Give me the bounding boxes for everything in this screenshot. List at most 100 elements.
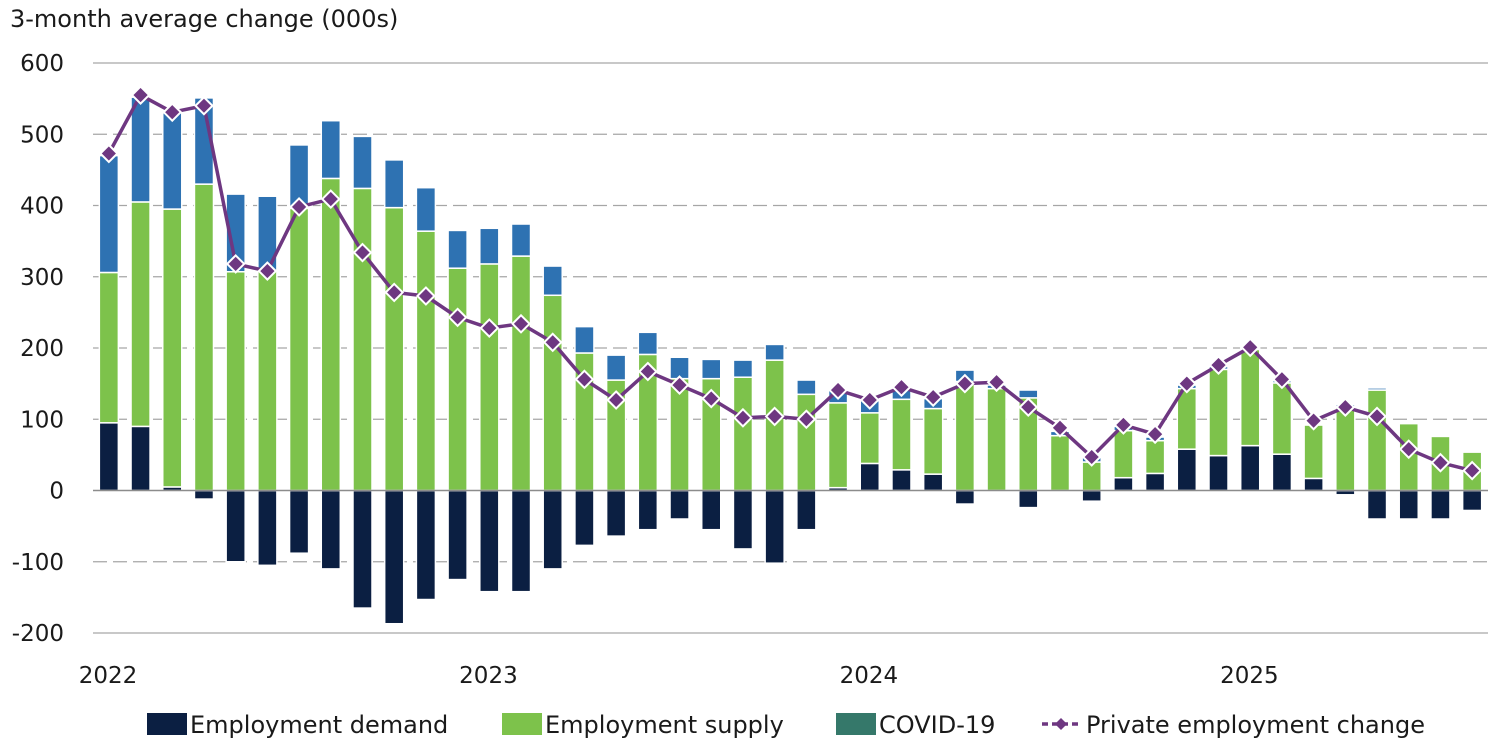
bar-employment-demand — [510, 489, 532, 593]
line-marker-diamond — [384, 282, 405, 303]
bar-employment-demand — [637, 489, 659, 531]
y-axis-ticks: 600 500 400 300 200 100 0 -100 -200 — [12, 51, 64, 647]
line-marker-diamond — [1367, 406, 1387, 427]
line-series — [98, 85, 1483, 481]
y-tick-label: 200 — [20, 336, 64, 362]
legend-label: Employment supply — [545, 711, 784, 739]
bar-employment-demand — [1398, 489, 1420, 520]
bar-employment-supply — [1335, 405, 1356, 492]
line-marker-diamond — [511, 313, 531, 334]
bar-employment-supply — [383, 206, 405, 492]
bar-employment-supply — [859, 412, 881, 465]
bar-employment-supply — [796, 393, 817, 492]
bar-employment-demand — [257, 489, 278, 567]
bar-employment-supply — [891, 398, 912, 471]
bar-employment-demand — [1176, 448, 1198, 492]
bar-employment-demand — [320, 489, 342, 570]
bar-employment-demand — [1081, 489, 1102, 502]
bar-covid-19 — [542, 265, 563, 297]
line-marker-diamond — [1050, 417, 1070, 438]
bar-covid-19 — [447, 229, 468, 269]
bar-covid-19 — [479, 227, 500, 265]
bar-employment-demand — [669, 489, 690, 520]
bar-employment-demand — [130, 425, 151, 492]
line-marker-diamond — [701, 388, 722, 409]
line-marker-diamond — [796, 409, 817, 430]
bar-employment-demand — [225, 489, 246, 563]
bar-employment-demand — [1461, 489, 1483, 512]
bar-employment-demand — [732, 489, 754, 550]
legend-swatch — [147, 713, 187, 735]
line-marker-diamond — [1272, 369, 1292, 390]
line-marker-diamond — [130, 85, 151, 105]
bar-covid-19 — [605, 354, 627, 381]
bar-employment-demand — [193, 489, 215, 500]
bar-covid-19 — [130, 96, 151, 203]
bar-employment-supply — [732, 376, 754, 492]
bar-employment-supply — [827, 402, 849, 489]
line-marker-diamond — [1303, 410, 1324, 431]
bar-covid-19 — [700, 358, 722, 380]
bar-employment-demand — [415, 489, 437, 601]
bar-employment-demand — [542, 489, 563, 570]
bar-employment-demand — [605, 489, 627, 537]
legend-label: Private employment change — [1086, 711, 1425, 739]
line-marker-diamond — [1145, 424, 1166, 445]
bars — [98, 96, 1483, 625]
x-axis-ticks: 2022 2023 2024 2025 — [79, 663, 1279, 689]
line-marker-diamond — [733, 407, 753, 428]
line-marker-diamond — [1113, 415, 1134, 435]
line-marker-diamond — [320, 189, 341, 210]
bar-employment-demand — [1430, 489, 1451, 520]
legend: Employment demand Employment supply COVID-… — [147, 711, 1425, 739]
bar-employment-supply — [922, 407, 944, 475]
bar-covid-19 — [320, 119, 342, 180]
bar-employment-demand — [922, 473, 944, 492]
y-tick-label: 600 — [20, 51, 64, 77]
bar-employment-supply — [225, 271, 246, 492]
bar-employment-supply — [288, 207, 310, 492]
bar-employment-demand — [352, 489, 373, 609]
line-marker-diamond — [479, 318, 500, 338]
bar-employment-supply — [669, 377, 690, 492]
bar-employment-demand — [479, 489, 500, 593]
line-marker-diamond — [225, 254, 246, 274]
bar-employment-demand — [859, 462, 881, 492]
bar-covid-19 — [352, 135, 373, 190]
bar-employment-supply — [320, 177, 342, 492]
line-marker-diamond — [606, 390, 627, 410]
line-marker-diamond — [289, 197, 309, 217]
x-tick-label: 2025 — [1220, 663, 1279, 689]
y-tick-label: 0 — [49, 479, 64, 505]
bar-employment-supply — [130, 201, 151, 428]
line-marker-diamond — [954, 373, 975, 394]
bar-covid-19 — [1018, 389, 1039, 399]
bar-employment-demand — [1366, 489, 1388, 520]
y-tick-label: -100 — [12, 550, 64, 576]
bar-covid-19 — [1461, 449, 1483, 453]
legend-swatch — [502, 713, 542, 735]
line-marker-diamond — [891, 377, 912, 398]
bar-employment-demand — [1239, 444, 1261, 492]
bar-employment-demand — [447, 489, 468, 581]
bar-covid-19 — [796, 379, 817, 396]
y-tick-label: 100 — [20, 407, 64, 433]
bar-employment-demand — [98, 422, 120, 492]
line-marker-diamond — [1018, 397, 1039, 418]
bar-covid-19 — [383, 159, 405, 209]
line-private-employment-change — [107, 93, 1473, 473]
line-marker-diamond — [1081, 447, 1102, 467]
bar-covid-19 — [1430, 434, 1451, 438]
x-tick-label: 2024 — [840, 663, 899, 689]
line-marker-diamond — [923, 387, 944, 408]
bar-employment-supply — [1049, 434, 1071, 492]
legend-item: Employment supply — [502, 711, 784, 739]
bar-employment-supply — [1144, 439, 1166, 475]
line-marker-diamond — [1240, 337, 1261, 358]
bar-employment-demand — [1208, 454, 1229, 492]
bar-covid-19 — [98, 154, 120, 274]
bar-covid-19 — [1366, 387, 1388, 391]
bar-employment-demand — [574, 489, 595, 547]
y-tick-label: -200 — [12, 621, 64, 647]
